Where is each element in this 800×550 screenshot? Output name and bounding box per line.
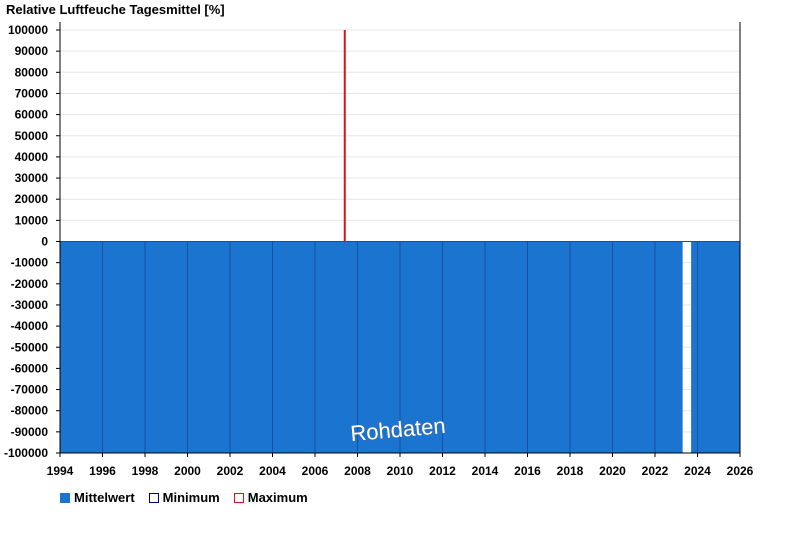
x-tick-label: 2020	[599, 464, 626, 478]
y-tick-label: -20000	[11, 277, 49, 291]
legend-swatch-minimum	[148, 492, 159, 503]
y-tick-label: -70000	[11, 383, 49, 397]
x-tick-label: 2024	[684, 464, 711, 478]
x-tick-label: 2010	[387, 464, 414, 478]
x-tick-label: 2004	[259, 464, 286, 478]
y-tick-label: -10000	[11, 256, 49, 270]
x-tick-label: 2000	[174, 464, 201, 478]
y-tick-label: -30000	[11, 298, 49, 312]
y-tick-label: 100000	[8, 23, 48, 37]
legend-label-maximum: Maximum	[247, 490, 308, 505]
y-tick-label: 0	[41, 235, 48, 249]
y-tick-label: 50000	[15, 129, 49, 143]
chart-title: Relative Luftfeuche Tagesmittel [%]	[6, 2, 225, 17]
x-tick-label: 1994	[47, 464, 74, 478]
legend-item-mittelwert[interactable]: Mittelwert	[60, 490, 135, 505]
y-tick-label: 30000	[15, 171, 49, 185]
y-tick-label: -80000	[11, 404, 49, 418]
legend-item-maximum[interactable]: Maximum	[233, 490, 308, 505]
y-tick-label: -40000	[11, 319, 49, 333]
chart-legend: Mittelwert Minimum Maximum	[60, 490, 308, 505]
x-tick-label: 2022	[642, 464, 669, 478]
x-tick-label: 2026	[727, 464, 754, 478]
legend-item-minimum[interactable]: Minimum	[148, 490, 220, 505]
legend-label-mittelwert: Mittelwert	[74, 490, 135, 505]
y-tick-label: 80000	[15, 65, 49, 79]
x-tick-label: 2002	[217, 464, 244, 478]
x-tick-label: 2016	[514, 464, 541, 478]
y-tick-label: 40000	[15, 150, 49, 164]
bar-mittelwert	[60, 241, 683, 453]
x-tick-label: 1998	[132, 464, 159, 478]
x-tick-label: 2018	[557, 464, 584, 478]
y-tick-label: 60000	[15, 108, 49, 122]
legend-label-minimum: Minimum	[162, 490, 220, 505]
x-tick-label: 2006	[302, 464, 329, 478]
y-tick-label: -100000	[4, 446, 48, 460]
y-tick-label: 90000	[15, 44, 49, 58]
y-tick-label: 70000	[15, 86, 49, 100]
x-tick-label: 2014	[472, 464, 499, 478]
bar-mittelwert	[691, 241, 740, 453]
x-tick-label: 1996	[89, 464, 116, 478]
x-tick-label: 2012	[429, 464, 456, 478]
y-tick-label: -90000	[11, 425, 49, 439]
y-tick-label: -50000	[11, 340, 49, 354]
legend-swatch-maximum	[233, 492, 244, 503]
x-tick-label: 2008	[344, 464, 371, 478]
y-tick-label: 10000	[15, 213, 49, 227]
y-tick-label: -60000	[11, 361, 49, 375]
y-tick-label: 20000	[15, 192, 49, 206]
legend-swatch-mittelwert	[60, 492, 70, 503]
